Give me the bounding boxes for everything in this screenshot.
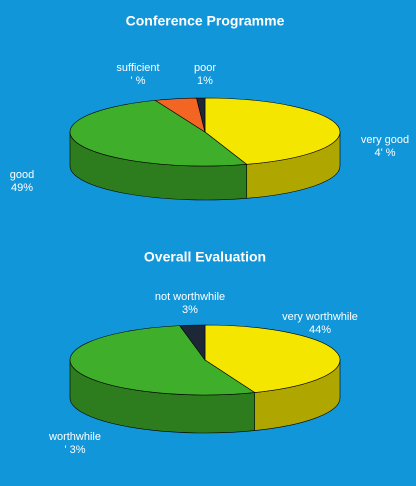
pie-slice: [196, 97, 206, 133]
slice-label: poor: [194, 62, 216, 74]
slice-value-label: 44%: [309, 324, 331, 336]
slice-label: worthwhile: [48, 431, 101, 443]
pie-slice: [204, 324, 341, 393]
slice-value-label: 4' %: [374, 147, 395, 159]
slice-label: not worthwhile: [155, 291, 225, 303]
pie-slice: [69, 100, 248, 167]
slice-label: very worthwhile: [282, 311, 358, 323]
slice-value-label: ' 3%: [64, 444, 85, 456]
pie-slice: [204, 97, 341, 165]
chart-title: Conference Programme: [126, 13, 285, 29]
slice-value-label: 49%: [11, 182, 33, 194]
pie-slice: [179, 324, 206, 361]
slice-label: sufficient: [116, 62, 159, 74]
slice-value-label: 3%: [182, 304, 198, 316]
pie-slice: [69, 325, 256, 396]
slice-label: very good: [361, 134, 409, 146]
chart-title: Overall Evaluation: [144, 249, 266, 265]
slice-value-label: 1%: [197, 75, 213, 87]
slice-value-label: ' %: [131, 75, 146, 87]
slice-label: good: [10, 169, 34, 181]
